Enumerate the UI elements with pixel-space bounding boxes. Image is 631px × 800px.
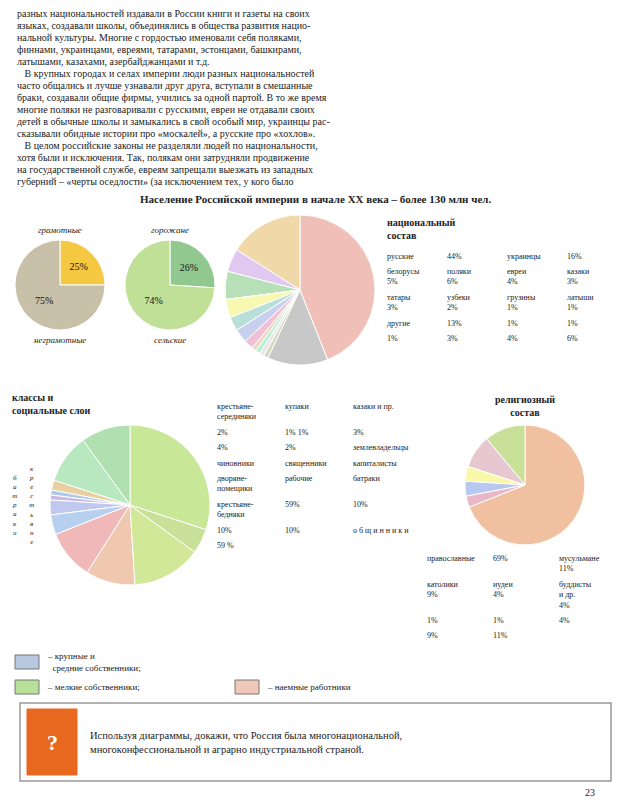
svg-text:10%: 10% <box>285 526 300 535</box>
svg-text:евреи4%: евреи4% <box>507 267 527 286</box>
svg-text:23: 23 <box>585 787 595 798</box>
svg-text:44%: 44% <box>447 252 462 261</box>
svg-text:о б щ и н н и к и: о б щ и н н и к и <box>353 526 409 535</box>
svg-text:4%: 4% <box>559 616 570 625</box>
svg-text:латышами, казахами, азербайджа: латышами, казахами, азербайджанцами и т.… <box>17 56 210 67</box>
svg-text:Используя диаграммы, докажи, ч: Используя диаграммы, докажи, что Россия … <box>90 730 402 755</box>
svg-text:16%: 16% <box>567 252 582 261</box>
svg-text:браки, создавали общие фирмы,: браки, создавали общие фирмы, учились за… <box>17 92 327 103</box>
svg-text:59 %: 59 % <box>217 541 234 550</box>
svg-text:В крупных городах и селах импе: В крупных городах и селах империи люди р… <box>17 68 315 79</box>
svg-text:капиталисты: капиталисты <box>353 459 397 468</box>
svg-text:4%: 4% <box>217 443 228 452</box>
svg-text:землевладельцы: землевладельцы <box>353 443 409 452</box>
svg-text:1%: 1% <box>507 319 518 328</box>
svg-text:сельские: сельские <box>154 335 186 345</box>
svg-text:священники: священники <box>285 459 327 468</box>
svg-text:1%: 1% <box>387 334 398 343</box>
svg-text:грузины1%: грузины1% <box>507 293 536 312</box>
svg-text:9%: 9% <box>427 631 438 640</box>
svg-text:3%: 3% <box>353 428 364 437</box>
svg-text:другие: другие <box>387 319 411 328</box>
svg-text:православные: православные <box>427 554 475 563</box>
svg-text:крестьяне-серединяки: крестьяне-серединяки <box>217 402 257 421</box>
svg-text:2%: 2% <box>217 428 228 437</box>
svg-text:26%: 26% <box>180 262 198 273</box>
svg-text:классы исоциальные слои: классы исоциальные слои <box>12 392 91 416</box>
svg-text:хотя были и исключения. Так, п: хотя были и исключения. Так, полякам они… <box>17 152 310 163</box>
svg-text:украинцы: украинцы <box>507 252 541 261</box>
svg-text:10%: 10% <box>217 526 232 535</box>
svg-text:детей в обычные школы и замыка: детей в обычные школы и замыкались в сво… <box>17 116 330 127</box>
svg-text:69%: 69% <box>493 554 508 563</box>
svg-text:дворяне-помещики: дворяне-помещики <box>217 474 253 493</box>
svg-text:буддистыи др.4%: буддистыи др.4% <box>559 580 592 610</box>
svg-text:13%: 13% <box>447 319 462 328</box>
svg-text:поляки6%: поляки6% <box>447 267 472 286</box>
svg-text:В целом российские законы не р: В целом российские законы не разделяли л… <box>17 140 318 151</box>
svg-text:рабочие: рабочие <box>285 474 313 483</box>
svg-text:языках, создавали школы, объед: языках, создавали школы, объединялись в … <box>17 20 310 31</box>
svg-text:– наемные работники: – наемные работники <box>267 682 351 692</box>
svg-text:батраки: батраки <box>12 474 17 537</box>
svg-text:крестьяне-бедняки: крестьяне-бедняки <box>217 500 254 519</box>
svg-text:1% 1%: 1% 1% <box>285 428 309 437</box>
svg-text:неграмотные: неграмотные <box>34 335 86 345</box>
svg-text:русские: русские <box>387 252 414 261</box>
svg-text:горожане: горожане <box>151 225 189 235</box>
svg-text:– мелкие собственники;: – мелкие собственники; <box>47 682 140 692</box>
svg-text:6%: 6% <box>567 334 578 343</box>
svg-text:татары3%: татары3% <box>387 293 411 312</box>
svg-text:сказывали обидные истории про: сказывали обидные истории про «москалей»… <box>17 128 315 139</box>
svg-text:казаки и пр.: казаки и пр. <box>353 402 394 411</box>
svg-text:узбеки2%: узбеки2% <box>447 293 471 312</box>
svg-text:батраки: батраки <box>353 474 380 483</box>
svg-text:– крупные и средние собственн: – крупные и средние собственники; <box>47 651 141 673</box>
svg-text:многие поляки не разговаривали: многие поляки не разговаривали с русским… <box>17 104 315 115</box>
svg-text:нальной культуры. Многие с гор: нальной культуры. Многие с гордостью име… <box>17 32 302 43</box>
svg-text:25%: 25% <box>69 261 87 272</box>
svg-text:разных национальностей издавал: разных национальностей издавали в России… <box>17 8 310 19</box>
svg-text:?: ? <box>47 730 58 755</box>
svg-text:59%: 59% <box>285 500 300 509</box>
svg-text:11%: 11% <box>493 631 508 640</box>
svg-text:мусульмане11%: мусульмане11% <box>559 554 600 573</box>
svg-text:3%: 3% <box>447 334 458 343</box>
svg-text:Население Российской империи в: Население Российской империи в начале XX… <box>140 193 491 205</box>
svg-text:1%: 1% <box>567 319 578 328</box>
svg-text:казаки3%: казаки3% <box>567 267 590 286</box>
svg-text:крестьяне: крестьяне <box>29 465 34 546</box>
svg-text:1%: 1% <box>427 616 438 625</box>
svg-text:религиозныйсостав: религиозныйсостав <box>495 394 555 418</box>
svg-text:иудеи4%: иудеи4% <box>493 580 513 599</box>
svg-text:белорусы5%: белорусы5% <box>387 267 420 286</box>
svg-text:10%: 10% <box>353 500 368 509</box>
svg-text:на государственной службе, евр: на государственной службе, евреям запрещ… <box>17 164 313 175</box>
svg-text:74%: 74% <box>144 295 162 306</box>
svg-text:1%: 1% <box>493 616 504 625</box>
svg-text:грамотные: грамотные <box>38 225 82 235</box>
svg-text:часто общались и лучше узнавал: часто общались и лучше узнавали друг дру… <box>17 80 313 91</box>
svg-text:2%: 2% <box>285 443 296 452</box>
svg-text:католики9%: католики9% <box>427 580 459 599</box>
svg-text:купаки: купаки <box>285 402 309 411</box>
svg-text:4%: 4% <box>507 334 518 343</box>
svg-text:чиновники: чиновники <box>217 459 255 468</box>
svg-text:финнами, украинцами, евреями,: финнами, украинцами, евреями, татарами, … <box>17 44 302 55</box>
svg-text:губерний – «черты оседлости» (: губерний – «черты оседлости» (за исключе… <box>17 176 294 188</box>
svg-text:75%: 75% <box>35 295 53 306</box>
svg-text:национальныйсостав: национальныйсостав <box>387 217 456 241</box>
svg-text:латыши1%: латыши1% <box>567 293 594 312</box>
